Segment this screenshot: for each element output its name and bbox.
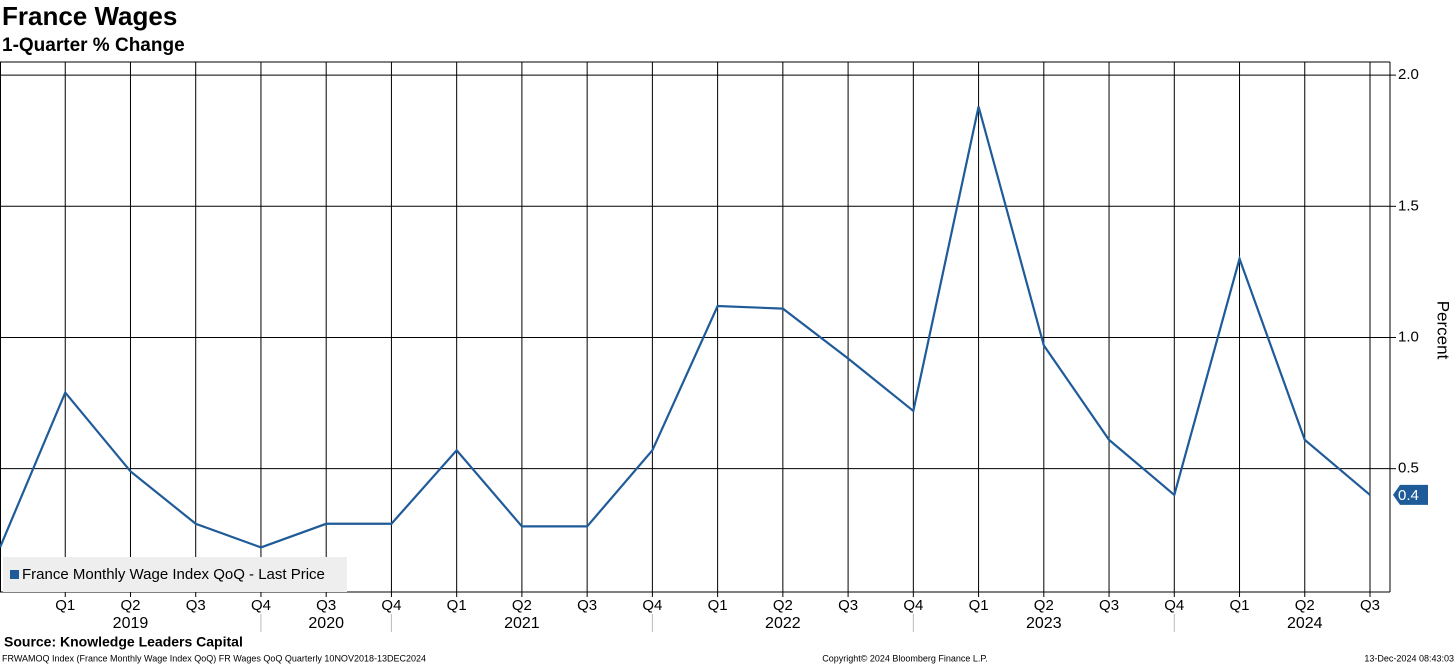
x-tick-label: Q3 [316,597,336,614]
x-tick-label: Q4 [1164,597,1184,614]
x-tick-label: Q2 [773,597,793,614]
x-year-label: 2022 [765,615,801,632]
x-tick-label: Q1 [447,597,467,614]
x-tick-label: Q3 [186,597,206,614]
value-label: 0.4 [1398,487,1419,504]
x-tick-label: Q1 [708,597,728,614]
y-axis-label: Percent [1434,301,1453,360]
y-tick-label: 1.5 [1398,197,1419,214]
footer-center: Copyright© 2024 Bloomberg Finance L.P. [822,653,988,663]
x-tick-label: Q4 [381,597,401,614]
y-tick-label: 2.0 [1398,66,1419,83]
x-tick-label: Q2 [1034,597,1054,614]
x-tick-label: Q1 [1230,597,1250,614]
legend-box [3,557,347,592]
x-tick-label: Q4 [251,597,271,614]
x-tick-label: Q3 [1360,597,1380,614]
chart-subtitle: 1-Quarter % Change [2,35,185,56]
x-year-label: 2020 [308,615,344,632]
x-year-label: 2021 [504,615,540,632]
legend-swatch [10,570,19,579]
x-tick-label: Q2 [1295,597,1315,614]
x-tick-label: Q4 [903,597,923,614]
x-year-label: 2019 [113,615,149,632]
legend-label: France Monthly Wage Index QoQ - Last Pri… [22,566,325,583]
x-tick-label: Q4 [642,597,662,614]
footer-left: FRWAMOQ Index (France Monthly Wage Index… [2,653,426,663]
x-tick-label: Q1 [55,597,75,614]
x-year-label: 2024 [1287,615,1323,632]
x-tick-label: Q3 [838,597,858,614]
x-tick-label: Q3 [577,597,597,614]
x-year-label: 2023 [1026,615,1062,632]
x-tick-label: Q2 [120,597,140,614]
y-tick-label: 0.5 [1398,460,1419,477]
data-line [0,106,1371,549]
source: Source: Knowledge Leaders Capital [4,634,243,650]
y-tick-label: 1.0 [1398,328,1419,345]
x-tick-label: Q1 [969,597,989,614]
x-tick-label: Q2 [512,597,532,614]
footer-right: 13-Dec-2024 08:43:03 [1364,653,1454,663]
x-tick-label: Q3 [1099,597,1119,614]
last-value-marker [1393,484,1428,505]
chart-title: France Wages [2,1,177,31]
